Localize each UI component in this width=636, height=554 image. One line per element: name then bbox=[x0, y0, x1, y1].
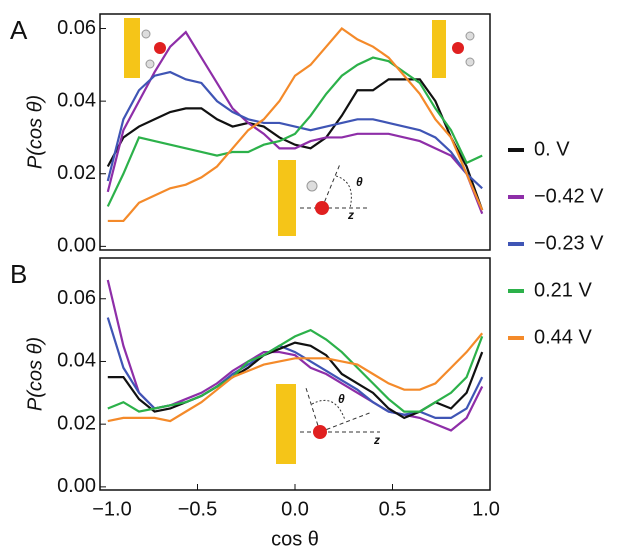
legend-label: −0.42 V bbox=[534, 185, 604, 207]
panel-label: B bbox=[10, 259, 27, 289]
inset-a bbox=[124, 18, 475, 236]
y-tick-label: 0.00 bbox=[57, 235, 96, 257]
x-tick-label: 0.5 bbox=[379, 498, 407, 520]
y-tick-label: 0.06 bbox=[57, 17, 96, 39]
x-tick-label: 1.0 bbox=[472, 498, 500, 520]
x-axis-label: cos θ bbox=[271, 528, 319, 550]
y-tick-label: 0.02 bbox=[57, 412, 96, 434]
legend-label: 0.21 V bbox=[534, 279, 592, 301]
x-tick-label: −1.0 bbox=[92, 498, 131, 520]
y-tick-label: 0.00 bbox=[57, 475, 96, 497]
inset-label: θ bbox=[356, 175, 363, 189]
plot-frame bbox=[99, 257, 491, 491]
y-axis-label: P(cos θ) bbox=[24, 337, 46, 411]
legend-label: 0. V bbox=[534, 138, 570, 160]
data-line bbox=[106, 70, 483, 190]
x-tick-label: −0.5 bbox=[178, 498, 217, 520]
plot-frame bbox=[99, 13, 491, 251]
y-tick-label: 0.06 bbox=[57, 287, 96, 309]
inset-b bbox=[276, 384, 380, 464]
y-tick-label: 0.04 bbox=[57, 89, 96, 111]
inset-label: z bbox=[373, 433, 380, 447]
panel-label: A bbox=[10, 15, 28, 45]
inset-label: θ bbox=[338, 392, 345, 406]
y-axis-label: P(cos θ) bbox=[24, 95, 46, 169]
data-line bbox=[106, 30, 484, 215]
legend-label: 0.44 V bbox=[534, 326, 592, 348]
y-tick-label: 0.02 bbox=[57, 162, 96, 184]
data-line bbox=[106, 78, 484, 211]
y-tick-label: 0.04 bbox=[57, 350, 96, 372]
data-line bbox=[107, 328, 484, 413]
x-tick-label: 0.0 bbox=[281, 498, 309, 520]
data-line bbox=[106, 56, 483, 207]
legend-label: −0.23 V bbox=[534, 232, 604, 254]
data-line bbox=[107, 332, 484, 423]
data-line bbox=[107, 27, 484, 223]
inset-label: z bbox=[347, 208, 354, 222]
